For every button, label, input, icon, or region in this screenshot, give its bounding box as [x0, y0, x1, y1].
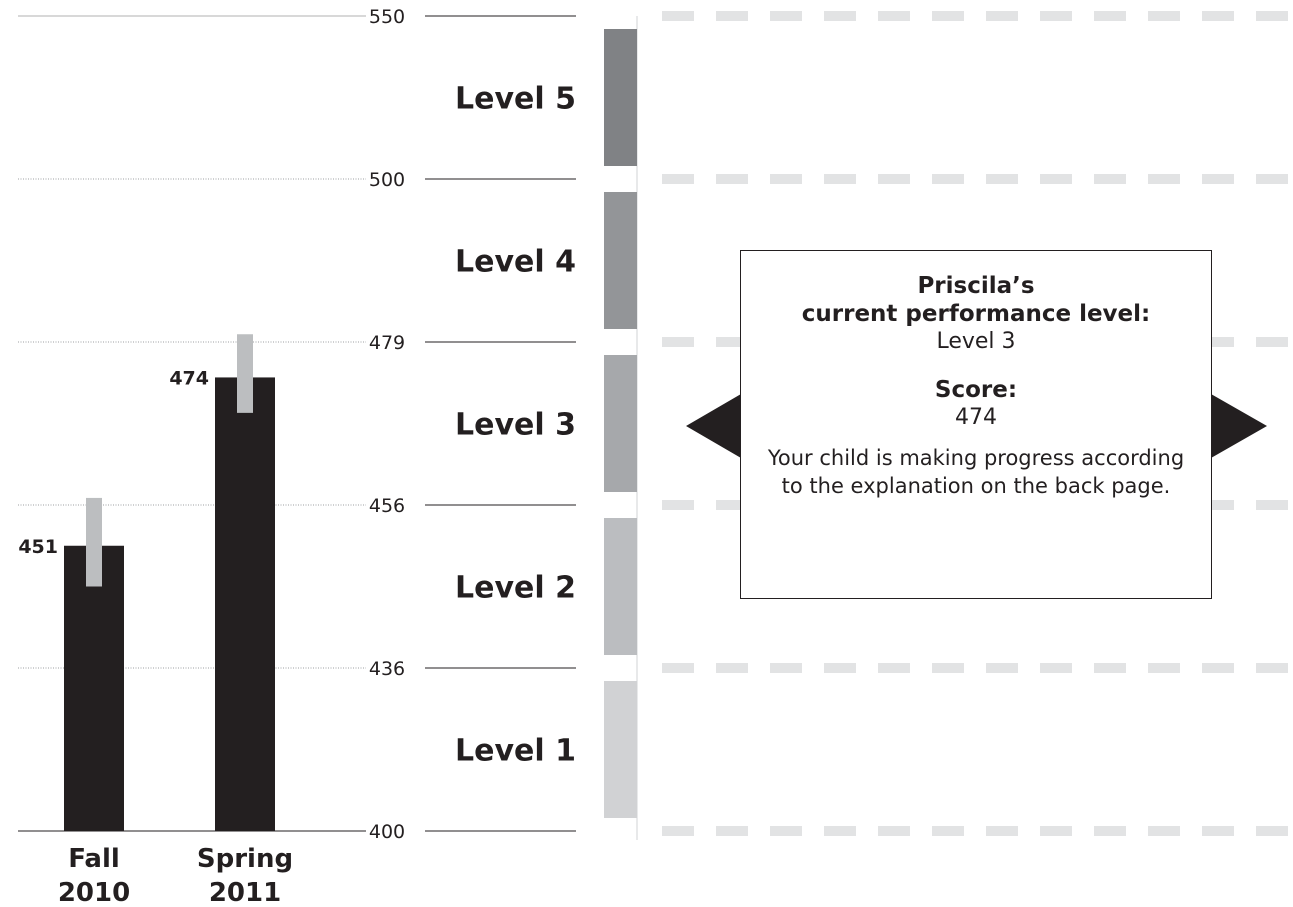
category-label: 2010: [58, 878, 130, 907]
score-bar: [64, 545, 124, 831]
level-label: Level 3: [455, 408, 576, 443]
tick-label: 479: [369, 332, 405, 354]
score-bars: [64, 334, 275, 831]
bar-value-label: 451: [18, 536, 58, 558]
current-level-callout: Priscila’s current performance level: Le…: [740, 250, 1212, 599]
level-band: [604, 518, 637, 655]
category-label: 2011: [209, 878, 281, 907]
tick-label: 400: [369, 821, 405, 843]
level-band: [604, 192, 637, 329]
level-band: [604, 681, 637, 818]
right-pointer-icon: [1211, 394, 1267, 458]
callout-score: 474: [955, 405, 997, 430]
level-label: Level 4: [455, 245, 576, 280]
bar-value-label: 474: [169, 367, 209, 389]
score-bar: [215, 377, 275, 831]
tick-label: 436: [369, 658, 405, 680]
tick-label: 456: [369, 495, 405, 517]
category-label: Spring: [197, 844, 293, 874]
callout-title-line2: current performance level:: [801, 301, 1151, 327]
level-label: Level 2: [455, 571, 576, 606]
tick-label: 550: [369, 6, 405, 28]
callout-title-line1: Priscila’s: [917, 273, 1035, 299]
score-range-bar: [237, 334, 253, 413]
callout-message: Your child is making progress according …: [767, 446, 1185, 498]
level-label: Level 1: [455, 734, 576, 769]
level-label: Level 5: [455, 82, 576, 117]
tick-label: 500: [369, 169, 405, 191]
level-band: [604, 29, 637, 166]
left-pointer-icon: [686, 394, 741, 458]
callout-level: Level 3: [936, 329, 1016, 354]
category-label: Fall: [68, 844, 120, 874]
chart-labels: 400 436 456 479 500 550 Level 1 Level 2 Level 3 L…: [18, 6, 576, 907]
callout-score-title: Score:: [934, 377, 1018, 403]
score-range-bar: [86, 497, 102, 587]
level-band: [604, 355, 637, 492]
level-bands: [604, 29, 637, 818]
